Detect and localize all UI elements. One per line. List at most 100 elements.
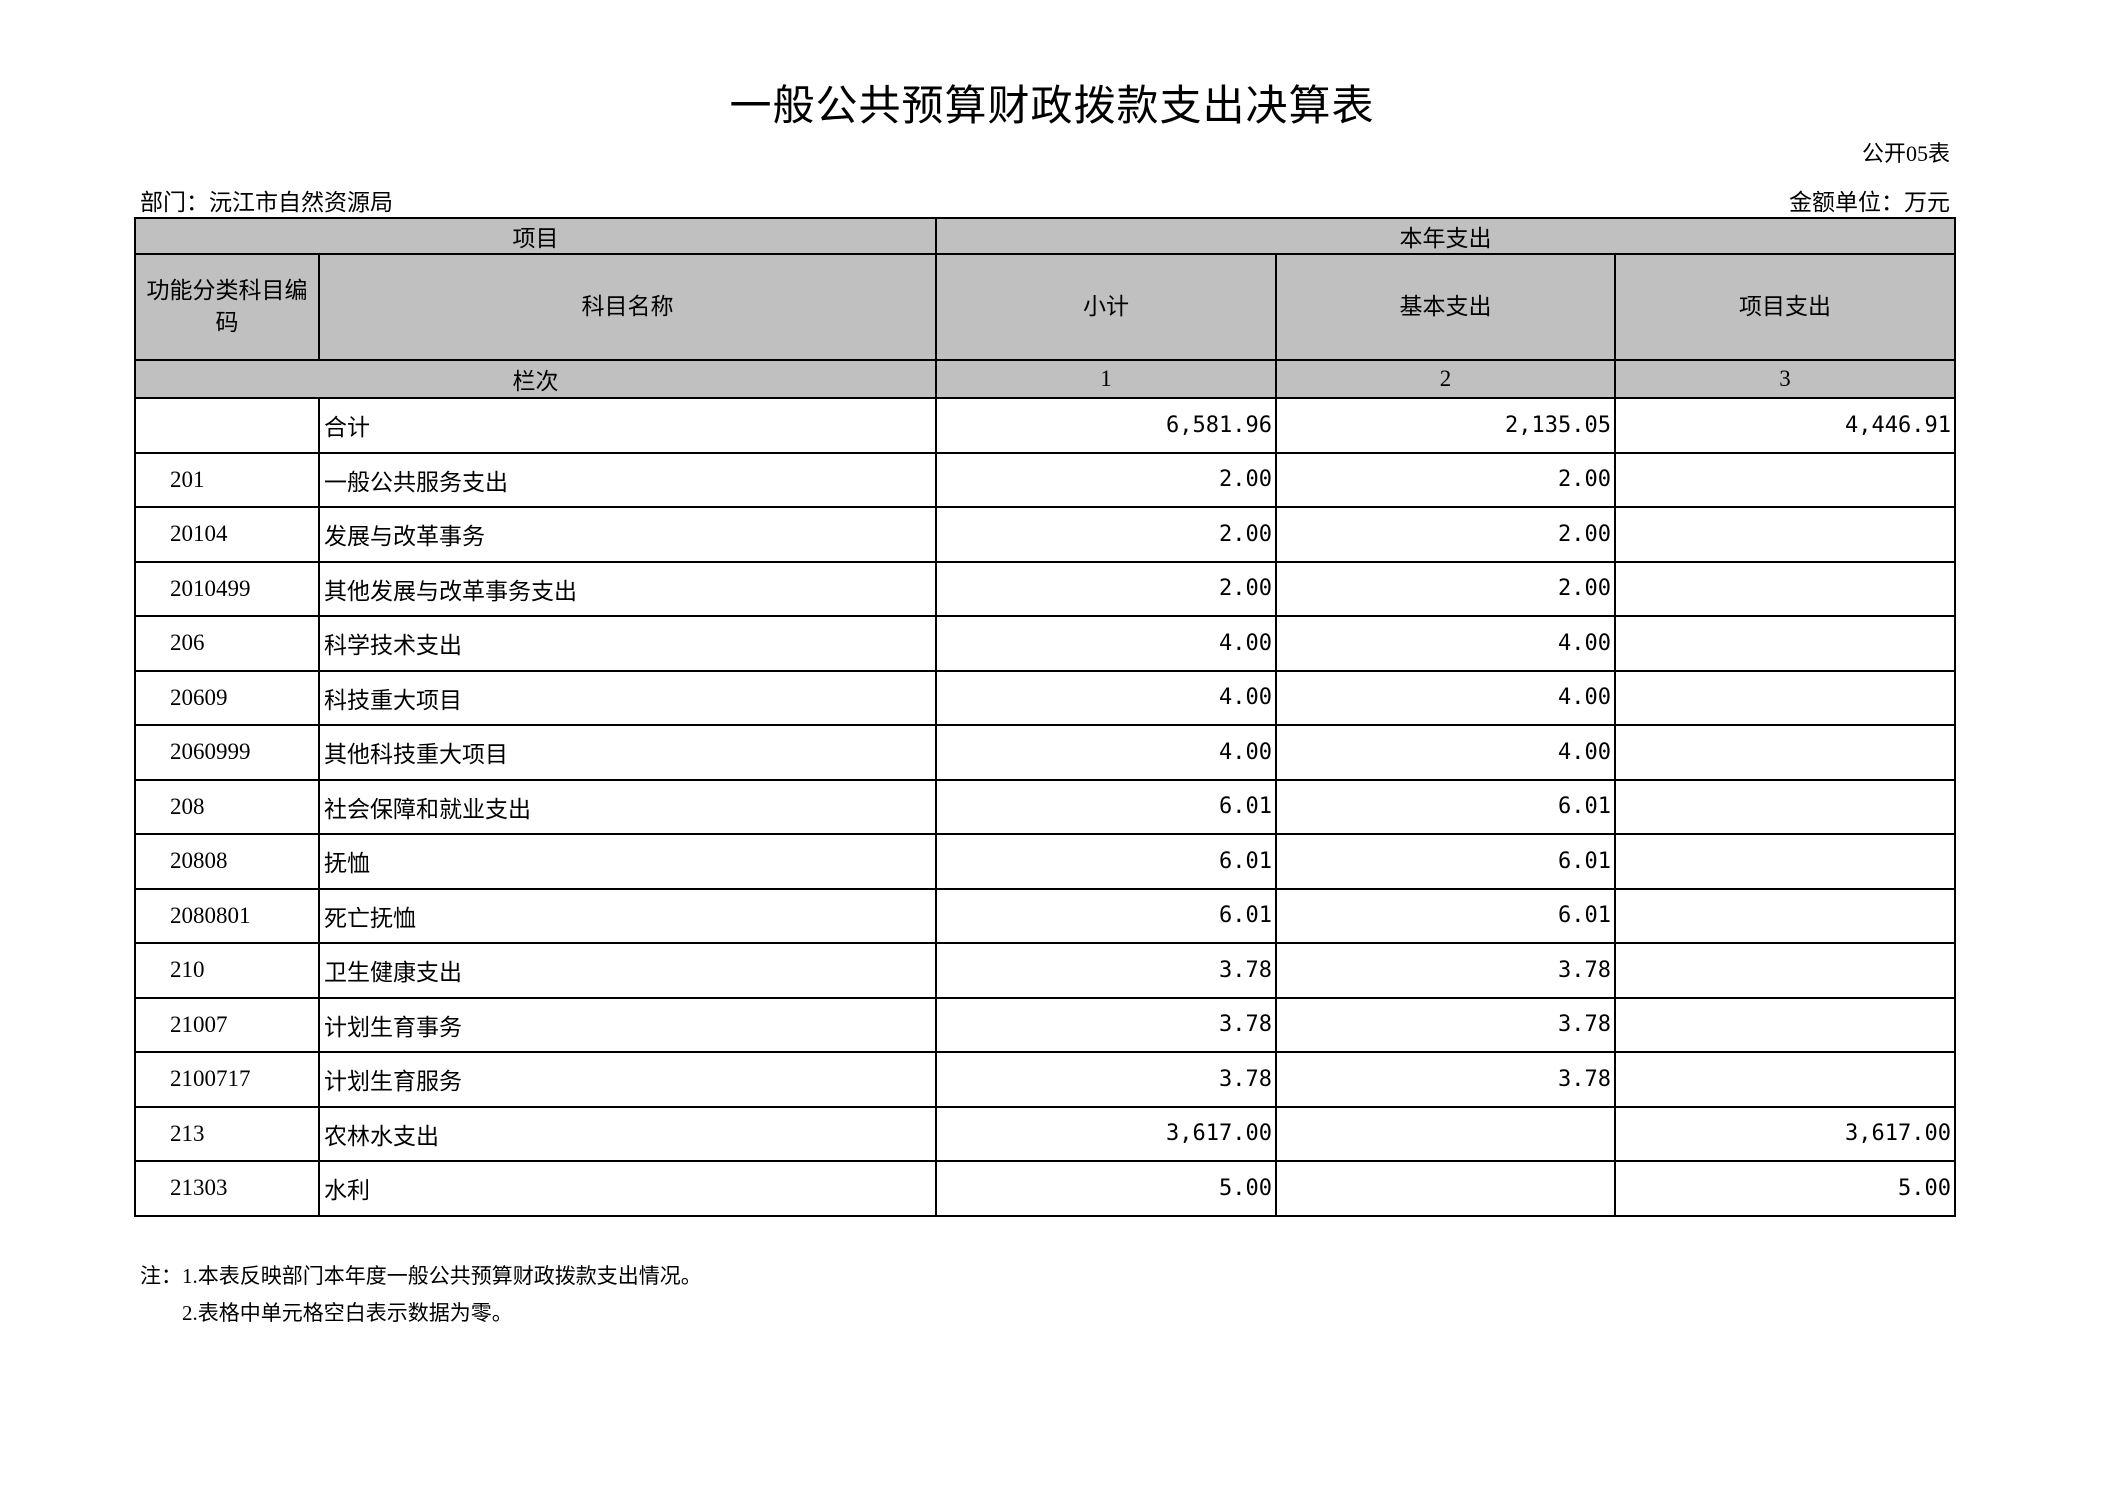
table-row: 21007 计划生育事务 3.78 3.78 <box>134 996 1956 1053</box>
header-row-3: 栏次 1 2 3 <box>134 359 1956 399</box>
row-subtotal: 4.00 <box>935 669 1277 726</box>
table-row: 20808 抚恤 6.01 6.01 <box>134 833 1956 890</box>
table-row: 2010499 其他发展与改革事务支出 2.00 2.00 <box>134 560 1956 617</box>
row-subtotal: 3.78 <box>935 1051 1277 1108</box>
table-row: 201 一般公共服务支出 2.00 2.00 <box>134 451 1956 508</box>
header-col1: 1 <box>935 359 1277 399</box>
table-row: 210 卫生健康支出 3.78 3.78 <box>134 942 1956 999</box>
row-project: 3,617.00 <box>1614 1105 1956 1162</box>
row-subtotal: 2.00 <box>935 506 1277 563</box>
row-name: 农林水支出 <box>318 1105 937 1162</box>
table-row: 2080801 死亡抚恤 6.01 6.01 <box>134 887 1956 944</box>
row-name: 科技重大项目 <box>318 669 937 726</box>
row-project: 5.00 <box>1614 1160 1956 1217</box>
row-basic: 2.00 <box>1275 451 1616 508</box>
note-2: 2.表格中单元格空白表示数据为零。 <box>182 1301 513 1325</box>
row-subtotal: 6.01 <box>935 887 1277 944</box>
row-name: 其他发展与改革事务支出 <box>318 560 937 617</box>
header-project: 项目支出 <box>1614 253 1956 361</box>
table-row: 20609 科技重大项目 4.00 4.00 <box>134 669 1956 726</box>
row-name: 卫生健康支出 <box>318 942 937 999</box>
row-subtotal: 3,617.00 <box>935 1105 1277 1162</box>
row-project <box>1614 778 1956 835</box>
header-column-no: 栏次 <box>134 359 937 399</box>
row-code: 21007 <box>134 996 320 1053</box>
header-item: 项目 <box>134 217 937 255</box>
row-basic: 3.78 <box>1275 996 1616 1053</box>
row-basic: 2.00 <box>1275 506 1616 563</box>
row-subtotal: 4.00 <box>935 724 1277 781</box>
table-row: 20104 发展与改革事务 2.00 2.00 <box>134 506 1956 563</box>
table-code: 公开05表 <box>1861 141 1950 166</box>
header-col3: 3 <box>1614 359 1956 399</box>
page-title: 一般公共预算财政拨款支出决算表 <box>729 84 1375 130</box>
row-basic <box>1275 1105 1616 1162</box>
note-1: 注：1.本表反映部门本年度一般公共预算财政拨款支出情况。 <box>140 1264 702 1288</box>
row-name: 水利 <box>318 1160 937 1217</box>
header-col2: 2 <box>1275 359 1616 399</box>
row-code: 208 <box>134 778 320 835</box>
row-basic: 3.78 <box>1275 942 1616 999</box>
row-code: 213 <box>134 1105 320 1162</box>
row-subtotal: 6.01 <box>935 833 1277 890</box>
row-code: 201 <box>134 451 320 508</box>
row-project <box>1614 451 1956 508</box>
row-subtotal: 6.01 <box>935 778 1277 835</box>
row-basic: 4.00 <box>1275 669 1616 726</box>
expenditure-table: 项目 本年支出 功能分类科目编码 科目名称 小计 基本支出 项目支出 栏次 1 … <box>134 217 1956 1217</box>
row-code: 20609 <box>134 669 320 726</box>
header-row-2: 功能分类科目编码 科目名称 小计 基本支出 项目支出 <box>134 253 1956 361</box>
row-project <box>1614 942 1956 999</box>
row-name: 合计 <box>318 397 937 454</box>
row-basic: 4.00 <box>1275 724 1616 781</box>
header-code: 功能分类科目编码 <box>134 253 320 361</box>
row-name: 社会保障和就业支出 <box>318 778 937 835</box>
row-name: 一般公共服务支出 <box>318 451 937 508</box>
row-name: 抚恤 <box>318 833 937 890</box>
row-subtotal: 2.00 <box>935 451 1277 508</box>
row-subtotal: 6,581.96 <box>935 397 1277 454</box>
table-row: 2100717 计划生育服务 3.78 3.78 <box>134 1051 1956 1108</box>
row-code: 2100717 <box>134 1051 320 1108</box>
row-subtotal: 3.78 <box>935 996 1277 1053</box>
row-subtotal: 4.00 <box>935 615 1277 672</box>
row-name: 科学技术支出 <box>318 615 937 672</box>
row-subtotal: 3.78 <box>935 942 1277 999</box>
table-row: 208 社会保障和就业支出 6.01 6.01 <box>134 778 1956 835</box>
header-current-year: 本年支出 <box>935 217 1956 255</box>
row-basic: 6.01 <box>1275 887 1616 944</box>
row-name: 计划生育事务 <box>318 996 937 1053</box>
row-project <box>1614 833 1956 890</box>
table-row: 2060999 其他科技重大项目 4.00 4.00 <box>134 724 1956 781</box>
row-basic: 6.01 <box>1275 778 1616 835</box>
row-project <box>1614 506 1956 563</box>
header-basic: 基本支出 <box>1275 253 1616 361</box>
row-name: 死亡抚恤 <box>318 887 937 944</box>
row-project <box>1614 996 1956 1053</box>
row-code: 20808 <box>134 833 320 890</box>
row-name: 计划生育服务 <box>318 1051 937 1108</box>
row-basic: 3.78 <box>1275 1051 1616 1108</box>
row-code: 20104 <box>134 506 320 563</box>
row-project <box>1614 560 1956 617</box>
header-name: 科目名称 <box>318 253 937 361</box>
row-subtotal: 5.00 <box>935 1160 1277 1217</box>
row-project <box>1614 1051 1956 1108</box>
row-code: 206 <box>134 615 320 672</box>
row-code: 2060999 <box>134 724 320 781</box>
row-project <box>1614 615 1956 672</box>
unit-label: 金额单位：万元 <box>1789 190 1950 215</box>
row-project: 4,446.91 <box>1614 397 1956 454</box>
row-code <box>134 397 320 454</box>
row-subtotal: 2.00 <box>935 560 1277 617</box>
row-code: 2080801 <box>134 887 320 944</box>
table-row: 21303 水利 5.00 5.00 <box>134 1160 1956 1217</box>
row-code: 2010499 <box>134 560 320 617</box>
row-basic: 2.00 <box>1275 560 1616 617</box>
row-code: 21303 <box>134 1160 320 1217</box>
row-basic: 6.01 <box>1275 833 1616 890</box>
row-name: 其他科技重大项目 <box>318 724 937 781</box>
table-row: 合计 6,581.96 2,135.05 4,446.91 <box>134 397 1956 454</box>
row-basic: 2,135.05 <box>1275 397 1616 454</box>
row-project <box>1614 887 1956 944</box>
